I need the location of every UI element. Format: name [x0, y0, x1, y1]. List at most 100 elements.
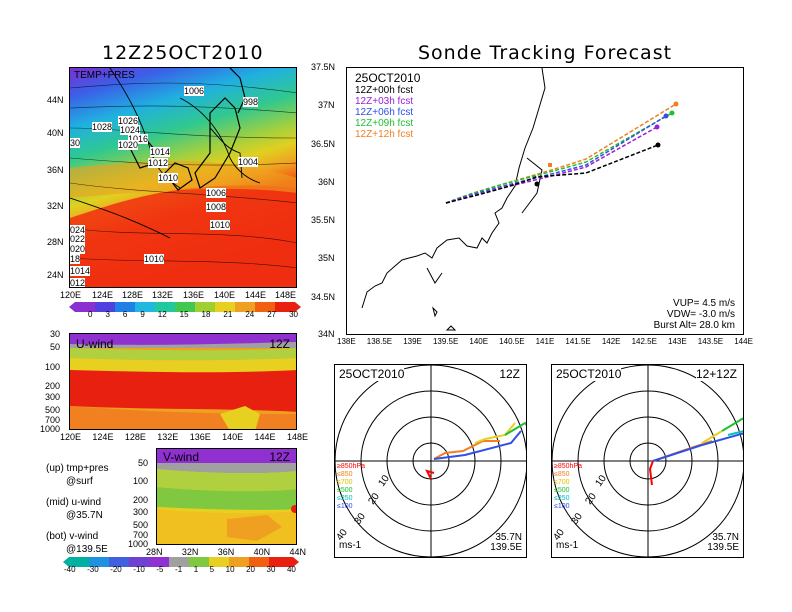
track-lat-tick: 35.5N	[311, 215, 336, 225]
track-lon-tick: 141.5E	[565, 337, 591, 346]
isobar-label: 1010	[158, 173, 179, 183]
hodo-left-loc: 35.7N 139.5E	[490, 533, 522, 553]
track-lon-tick: 139E	[403, 337, 422, 346]
uwind-section: U-wind 12Z	[69, 333, 297, 430]
isobar-label: 1010	[144, 254, 165, 264]
map-lon-tick: 144E	[245, 290, 267, 300]
vwind-lat-ticks: 28N 32N 36N 40N 44N	[146, 547, 306, 557]
track-lon-tick: 142E	[601, 337, 621, 346]
isobar-label: 998	[243, 97, 259, 107]
hodograph-left: 10 20 30 40 25OCT2010 12Z ≥850hPa ≤850 ≤…	[334, 364, 527, 558]
isobar-label: 1006	[184, 86, 205, 96]
legend-note: (mid) u-wind	[46, 497, 102, 508]
track-lon-tick: 140.5E	[499, 337, 525, 346]
isobar-label: 1020	[118, 140, 139, 150]
isobar-label: 024	[70, 225, 86, 235]
level-label: ≤100	[337, 503, 353, 510]
level-label: ≤500	[554, 487, 570, 494]
track-lat-tick: 36.5N	[311, 139, 336, 149]
uwind-p-tick: 100	[45, 362, 61, 372]
track-legend-item: 12Z+09h fcst	[355, 118, 414, 129]
level-label: ≤700	[337, 479, 353, 486]
track-legend-item: 12Z+06h fcst	[355, 107, 414, 118]
track-lon-tick: 144E	[734, 337, 753, 346]
map-lat-tick: 24N	[47, 270, 64, 280]
temp-tick: 30	[289, 310, 298, 319]
uwind-lon-tick: 128E	[124, 432, 146, 442]
map-lon-tick: 128E	[122, 290, 144, 300]
track-stats: VUP= 4.5 m/s VDW= -3.0 m/s Burst Alt= 28…	[654, 298, 735, 331]
hodo-right-time: 12+12Z	[695, 367, 737, 381]
uwind-label: U-wind	[76, 337, 114, 351]
vwind-p-tick: 50	[138, 458, 149, 468]
uwind-lon-tick: 136E	[189, 432, 211, 442]
map-lat-tick: 32N	[47, 201, 64, 211]
hodo-left-levels: ≥850hPa ≤850 ≤700 ≤500 ≤250 ≤100	[337, 463, 365, 511]
track-legend: 12Z+00h fcst 12Z+03h fcst 12Z+06h fcst 1…	[355, 85, 413, 140]
track-lines	[445, 101, 679, 204]
track-lon-tick: 143E	[668, 337, 687, 346]
hodograph-left-canvas: 10 20 30 40	[335, 365, 526, 557]
vwind-section: V-wind 12Z	[156, 448, 297, 545]
map-label: TEMP+PRES	[74, 70, 135, 81]
vwind-p-tick: 700	[133, 530, 149, 540]
hodo-left-time: 12Z	[499, 367, 520, 381]
uwind-lon-ticks: 120E 124E 128E 132E 136E 140E 144E 148E	[60, 432, 308, 442]
track-3h	[445, 126, 658, 204]
hodo-left-unit: ms-1	[339, 540, 362, 551]
temp-tick: 21	[223, 310, 233, 319]
level-label: ≤250	[337, 495, 353, 502]
uwind-p-tick: 50	[50, 342, 61, 352]
isobar-label: 1014	[150, 147, 171, 157]
svg-text:30: 30	[569, 511, 585, 527]
track-lat-tick: 35N	[318, 253, 335, 263]
map-lon-tick: 136E	[183, 290, 205, 300]
map-lat-tick: 36N	[47, 165, 64, 175]
hodograph-right: 10 20 30 40 25OCT2010 12+12Z ≥850hPa ≤85…	[551, 364, 744, 558]
isobar-label: 1004	[238, 157, 259, 167]
uwind-time: 12Z	[269, 337, 290, 351]
legend-note: (up) tmp+pres	[46, 463, 109, 474]
track-legend-item: 12Z+00h fcst	[355, 85, 414, 96]
level-label: ≤850	[337, 471, 353, 478]
temp-tick: 24	[245, 310, 255, 319]
uwind-lon-tick: 120E	[60, 432, 82, 442]
hodograph-right-canvas: 10 20 30 40	[552, 365, 743, 557]
uwind-section-canvas	[70, 334, 296, 429]
vwind-lat-tick: 32N	[181, 547, 199, 557]
level-label: ≥850hPa	[337, 463, 365, 470]
track-lon-tick: 141E	[535, 337, 555, 346]
track-canvas	[361, 68, 546, 331]
burst-alt-stat: Burst Alt= 28.0 km	[653, 320, 735, 331]
loc-lon: 139.5E	[707, 542, 739, 553]
isobar-label: 1016	[128, 134, 149, 144]
wind-tick: 20	[246, 565, 255, 574]
loc-lat: 35.7N	[495, 532, 522, 543]
vwind-lat-tick: 36N	[217, 547, 235, 557]
vwind-p-tick: 200	[133, 495, 149, 505]
vwind-section-canvas	[157, 449, 296, 544]
uwind-lon-tick: 148E	[286, 432, 308, 442]
wind-tick: -20	[110, 565, 122, 574]
uwind-p-tick: 300	[45, 392, 61, 402]
uwind-p-tick: 700	[45, 415, 61, 425]
uwind-lon-tick: 132E	[157, 432, 179, 442]
uwind-lon-tick: 144E	[254, 432, 276, 442]
isobar-label: 1014	[70, 266, 91, 276]
temp-tick: 0	[88, 310, 93, 319]
map-lon-tick: 140E	[214, 290, 236, 300]
temp-tick: 9	[140, 310, 145, 319]
wind-tick: 1	[193, 565, 199, 574]
level-label: ≤100	[554, 503, 570, 510]
right-title: Sonde Tracking Forecast	[418, 42, 673, 64]
temp-tick: 18	[201, 310, 211, 319]
temp-tick: 3	[105, 310, 110, 319]
track-12h	[445, 103, 677, 204]
hodo-right-unit: ms-1	[556, 540, 579, 551]
hodo-left-date: 25OCT2010	[339, 367, 405, 381]
track-lon-tick: 138E	[337, 337, 356, 346]
wind-colorbar-ticks: -40 -30 -20 -10 -5 -1 1 5 10 20 30 40	[64, 565, 296, 574]
track-lon-tick: 139.5E	[432, 337, 459, 346]
isobar-label: 012	[70, 278, 86, 288]
temp-tick: 6	[122, 310, 128, 319]
